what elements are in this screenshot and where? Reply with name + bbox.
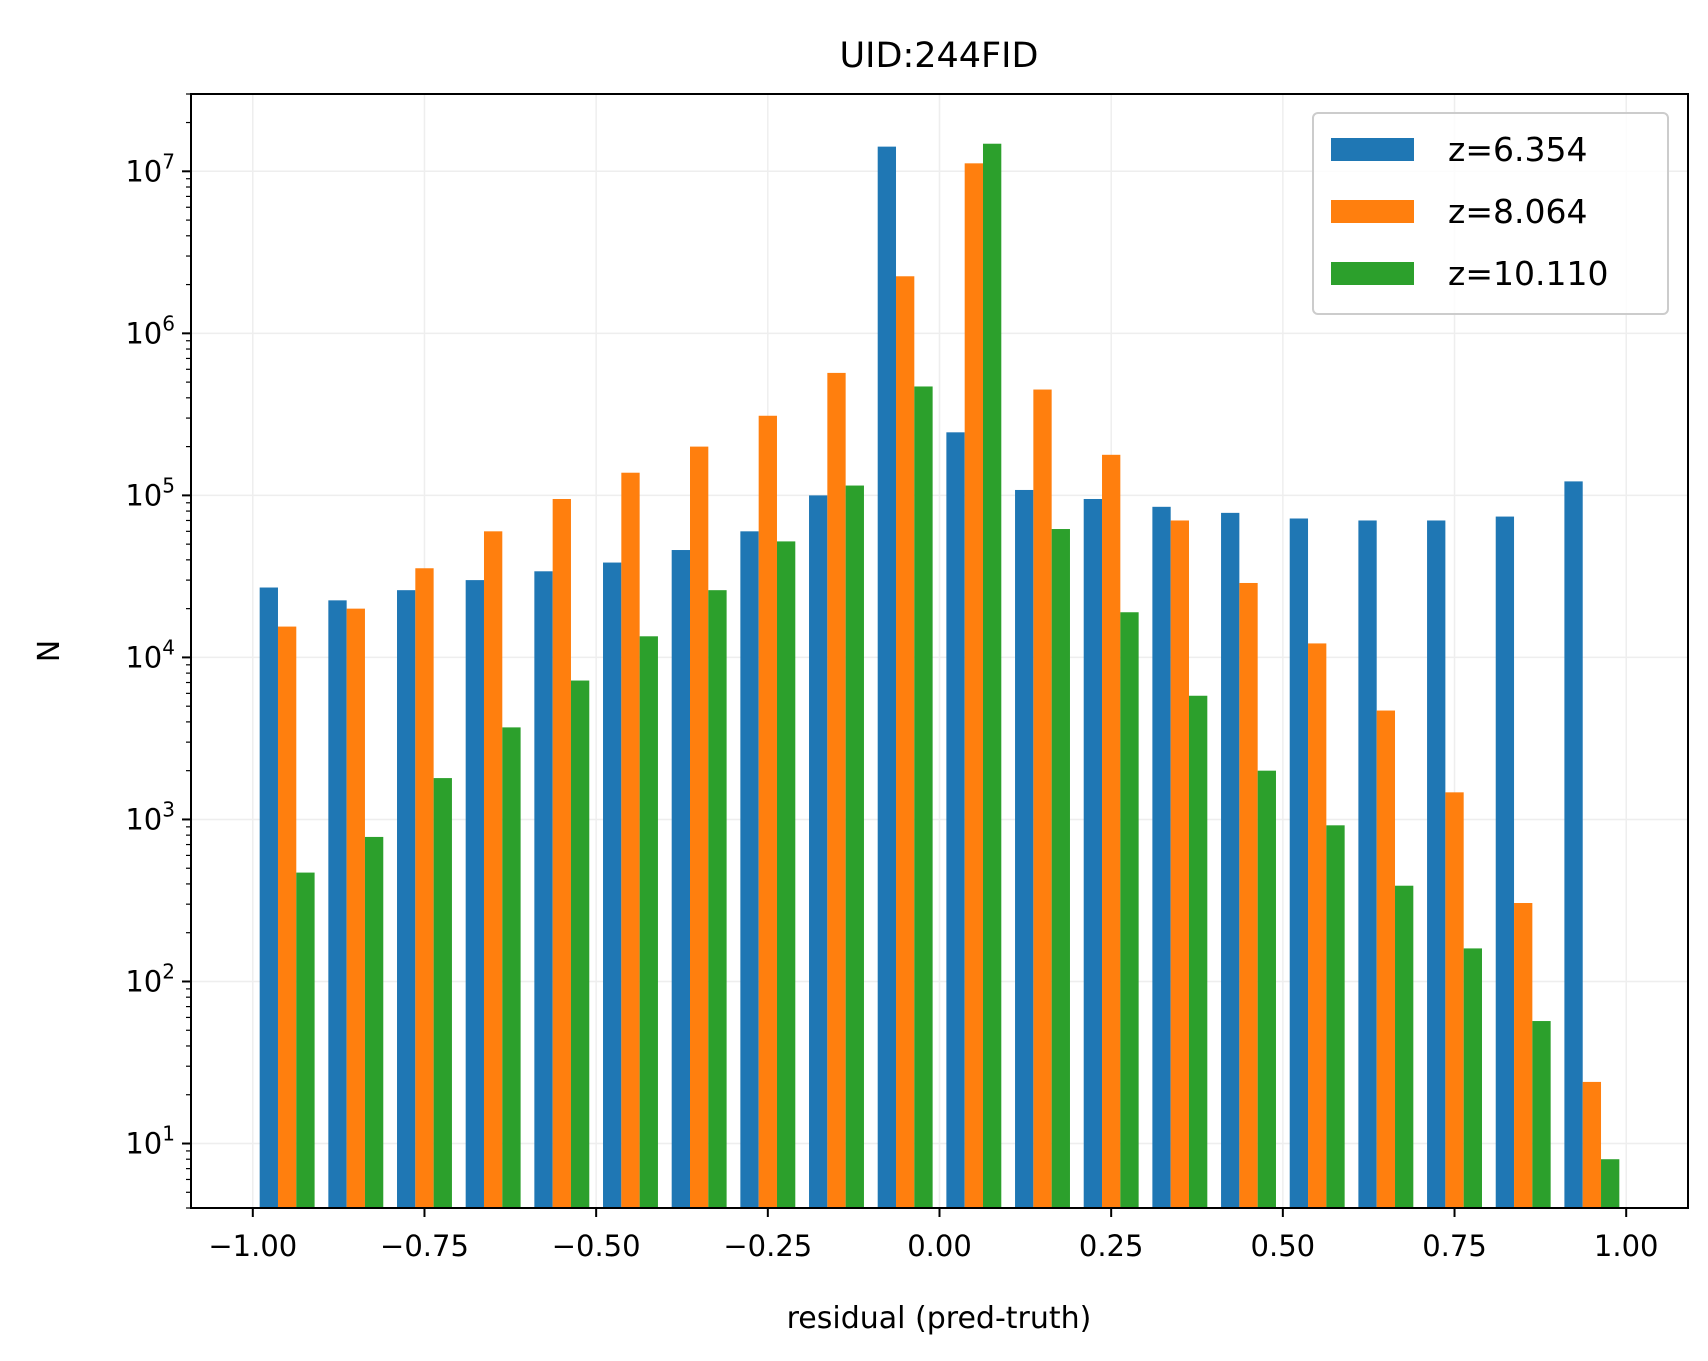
bar [1495, 516, 1515, 1208]
bar [1326, 825, 1345, 1208]
bar [1257, 770, 1276, 1208]
bar [1427, 520, 1446, 1208]
y-tick-label: 103 [125, 797, 175, 836]
bar [896, 276, 915, 1208]
x-tick-label: 1.00 [1594, 1229, 1659, 1263]
bar [277, 626, 297, 1208]
bar [690, 446, 709, 1208]
bars-group [259, 143, 1620, 1209]
bar [1221, 512, 1240, 1208]
bar [1463, 948, 1482, 1208]
y-tick-label: 101 [125, 1122, 175, 1161]
legend-swatch [1331, 200, 1414, 223]
bar [1083, 498, 1103, 1208]
bar [1376, 710, 1396, 1208]
legend: z=6.354 z=8.064 z=10.110 [1312, 112, 1669, 315]
bar [397, 590, 416, 1208]
bar [827, 372, 846, 1209]
bar [982, 143, 1002, 1209]
bar [946, 432, 965, 1208]
bar [415, 568, 434, 1208]
y-tick-label: 105 [125, 473, 175, 512]
y-axis-title: N [32, 640, 67, 662]
y-tick-label: 104 [125, 635, 175, 674]
bar [964, 163, 983, 1209]
bar [465, 580, 484, 1208]
bar [809, 495, 828, 1209]
x-tick-label: 0.00 [907, 1229, 972, 1263]
y-tick-label: 107 [125, 149, 175, 188]
bar [845, 485, 864, 1208]
bar [1395, 885, 1414, 1208]
bar [1582, 1081, 1602, 1208]
bar [758, 415, 777, 1208]
bar [1239, 582, 1258, 1208]
bar [621, 472, 640, 1208]
bar [740, 531, 759, 1208]
bar [1601, 1159, 1620, 1208]
y-tick-label: 106 [125, 311, 175, 350]
bar [639, 636, 658, 1208]
x-tick-label: −0.25 [723, 1229, 812, 1263]
bar [914, 386, 933, 1208]
bar [1308, 643, 1327, 1208]
x-tick-label: 0.25 [1079, 1229, 1144, 1263]
bar [534, 571, 553, 1208]
legend-label: z=8.064 [1448, 192, 1587, 231]
chart-title: UID:244FID [840, 36, 1039, 76]
legend-swatch [1331, 138, 1414, 161]
legend-label: z=10.110 [1448, 254, 1608, 293]
bar [1152, 506, 1171, 1208]
bar [603, 562, 622, 1208]
bar [552, 498, 571, 1208]
x-tick-label: 0.75 [1422, 1229, 1487, 1263]
x-tick-label: 0.50 [1251, 1229, 1316, 1263]
bar [1564, 481, 1583, 1208]
bar [433, 778, 452, 1208]
bar [1289, 518, 1309, 1208]
bar [1015, 489, 1034, 1208]
bar [570, 680, 590, 1208]
bar [1532, 1021, 1551, 1208]
bar [296, 872, 315, 1208]
bar [1120, 612, 1139, 1208]
bar [1051, 529, 1070, 1208]
bar [483, 531, 503, 1208]
bar [259, 587, 278, 1208]
bar [328, 600, 347, 1208]
bar [708, 590, 727, 1208]
x-tick-label: −0.75 [380, 1229, 469, 1263]
bar [1170, 520, 1189, 1208]
x-tick-label: −1.00 [208, 1229, 297, 1263]
bar [877, 146, 897, 1208]
bar [364, 836, 384, 1208]
x-axis-title: residual (pred-truth) [787, 1301, 1092, 1336]
bar [671, 550, 690, 1208]
legend-swatch [1331, 262, 1414, 285]
bar [1189, 695, 1208, 1208]
bar [346, 608, 365, 1208]
bar [1033, 389, 1052, 1209]
axis-ticks: −1.00 −0.75 −0.50 −0.25 0.00 0.25 0.50 0.75 1.00… [125, 93, 1659, 1263]
bar [1445, 792, 1464, 1208]
bar [776, 541, 796, 1208]
x-tick-label: −0.50 [552, 1229, 641, 1263]
bar [1358, 520, 1377, 1208]
bar [1514, 903, 1533, 1208]
bar [1102, 454, 1121, 1208]
y-tick-label: 102 [125, 959, 175, 998]
legend-label: z=6.354 [1448, 130, 1587, 169]
bar [502, 727, 521, 1208]
